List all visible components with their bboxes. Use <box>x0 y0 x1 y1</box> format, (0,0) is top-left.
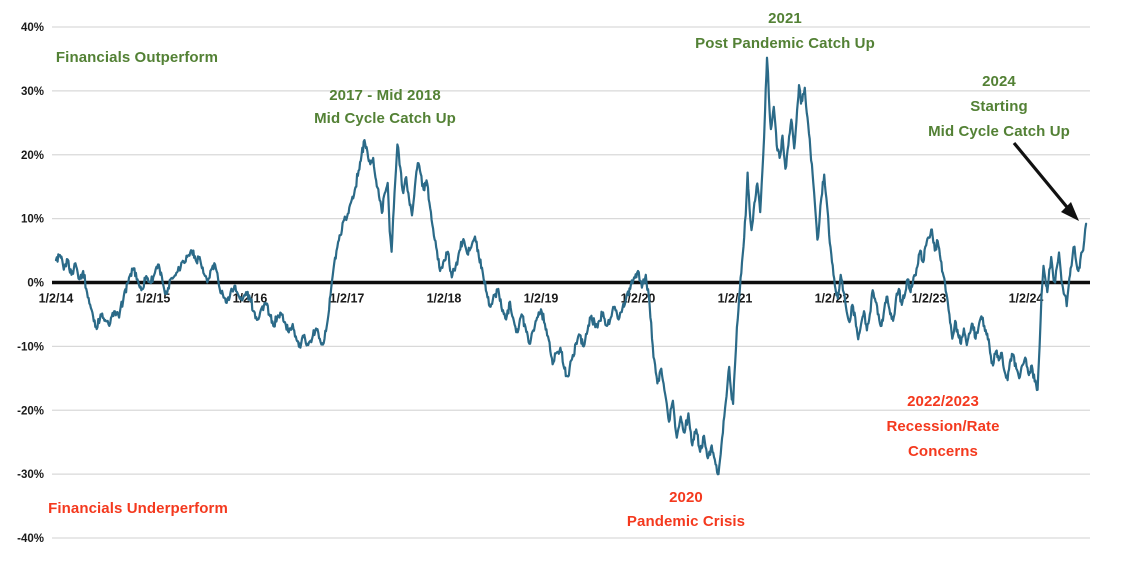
x-tick-label: 1/2/18 <box>427 292 462 306</box>
x-tick-label: 1/2/15 <box>136 292 171 306</box>
annotation-line: Post Pandemic Catch Up <box>695 35 875 52</box>
y-tick-label: 40% <box>21 22 44 34</box>
annotation-recession-concerns-2022: 2022/2023 Recession/Rate Concerns <box>823 389 1063 464</box>
annotation-pandemic-crisis-2020: 2020 Pandemic Crisis <box>556 486 816 534</box>
y-tick-label: -30% <box>17 469 44 481</box>
annotation-financials-outperform: Financials Outperform <box>7 46 267 70</box>
y-tick-label: -10% <box>17 341 44 353</box>
gridlines <box>52 26 1090 539</box>
annotation-starting-catchup-2024: 2024 Starting Mid Cycle Catch Up <box>874 69 1124 144</box>
annotation-line: Financials Underperform <box>48 500 228 517</box>
x-tick-label: 1/2/23 <box>912 292 947 306</box>
annotation-line: Mid Cycle Catch Up <box>928 123 1070 140</box>
x-tick-label: 1/2/19 <box>524 292 559 306</box>
annotation-line: Recession/Rate <box>886 418 1000 435</box>
y-tick-label: -20% <box>17 405 44 417</box>
annotation-line: Pandemic Crisis <box>626 513 746 530</box>
annotation-line: Starting <box>970 98 1028 115</box>
annotation-line: 2021 <box>768 10 802 27</box>
annotation-line: 2022/2023 <box>907 393 979 410</box>
annotation-line: 2020 <box>669 489 703 506</box>
annotation-mid-cycle-2017: 2017 - Mid 2018 Mid Cycle Catch Up <box>235 84 535 130</box>
y-tick-label: 0% <box>27 278 44 290</box>
y-tick-label: 30% <box>21 86 44 98</box>
x-tick-label: 1/2/17 <box>330 292 365 306</box>
y-tick-label: 10% <box>21 214 44 226</box>
x-tick-label: 1/2/21 <box>718 292 753 306</box>
annotation-post-pandemic-2021: 2021 Post Pandemic Catch Up <box>635 6 935 56</box>
annotation-line: Financials Outperform <box>55 49 219 66</box>
y-tick-label: 20% <box>21 150 44 162</box>
x-tick-label: 1/2/14 <box>39 292 74 306</box>
y-tick-label: -40% <box>17 533 44 545</box>
annotation-line: 2024 <box>982 73 1016 90</box>
x-tick-label: 1/2/22 <box>815 292 850 306</box>
x-axis-labels: 1/2/14 1/2/15 1/2/16 1/2/17 1/2/18 1/2/19 1/2/… <box>39 292 1044 306</box>
annotation-line: Mid Cycle Catch Up <box>314 110 456 127</box>
annotation-financials-underperform: Financials Underperform <box>8 497 268 521</box>
annotation-line: 2017 - Mid 2018 <box>329 87 441 104</box>
annotation-line: Concerns <box>908 443 978 460</box>
x-tick-label: 1/2/24 <box>1009 292 1044 306</box>
y-axis-labels: 40% 30% 20% 10% 0% -10% -20% -30% -40% <box>17 22 44 545</box>
series-line-financials-relative-performance <box>54 56 1088 476</box>
